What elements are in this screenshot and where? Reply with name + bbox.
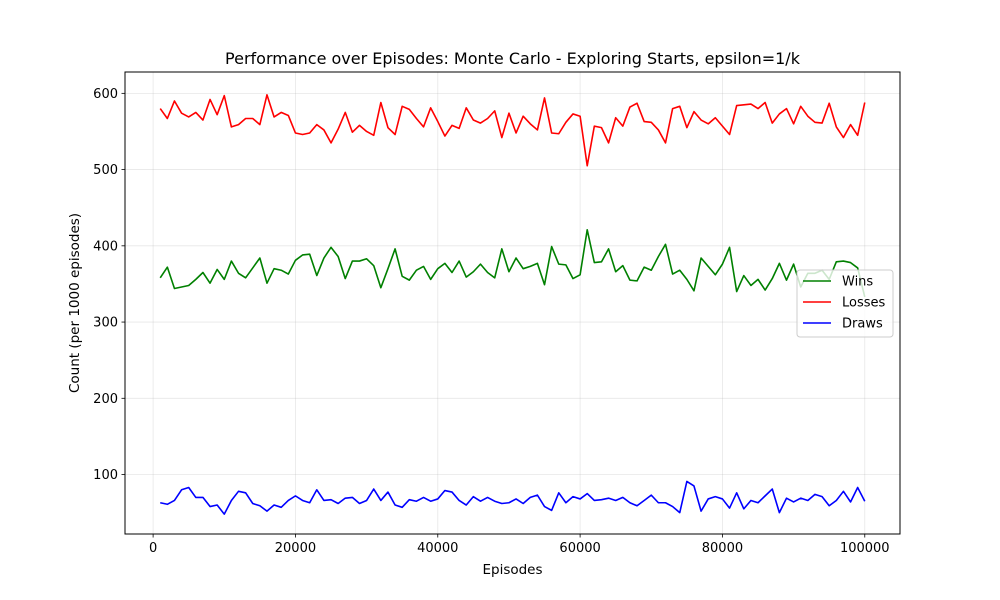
x-tick-label: 80000: [702, 541, 743, 556]
x-axis-title: Episodes: [482, 562, 542, 578]
y-tick-label: 100: [93, 468, 118, 483]
y-tick-label: 600: [93, 87, 118, 102]
chart-title: Performance over Episodes: Monte Carlo -…: [225, 49, 801, 68]
y-tick-label: 300: [93, 316, 118, 331]
x-tick-label: 100000: [840, 541, 890, 556]
axis-ticks: 0 20000 40000 60000 80000 100000 100 200 300 400 5…: [93, 87, 889, 556]
y-tick-label: 400: [93, 239, 118, 254]
x-tick-label: 0: [149, 541, 157, 556]
plot-frame: [124, 71, 901, 535]
series-line-wins: [159, 229, 866, 298]
legend-label-wins: Wins: [842, 275, 873, 290]
series-lines: [159, 94, 866, 515]
series-line-losses: [159, 94, 866, 167]
series-line-draws: [160, 480, 866, 515]
grid: [125, 72, 900, 534]
legend: Wins Losses Draws: [796, 269, 894, 338]
x-tick-label: 40000: [417, 541, 458, 556]
y-axis-title: Count (per 1000 episodes): [67, 213, 83, 393]
x-tick-label: 20000: [275, 541, 316, 556]
x-tick-label: 60000: [559, 541, 600, 556]
y-tick-label: 200: [93, 392, 118, 407]
legend-label-losses: Losses: [842, 296, 886, 311]
legend-box: [796, 269, 894, 338]
y-tick-label: 500: [93, 163, 118, 178]
legend-label-draws: Draws: [842, 317, 883, 332]
